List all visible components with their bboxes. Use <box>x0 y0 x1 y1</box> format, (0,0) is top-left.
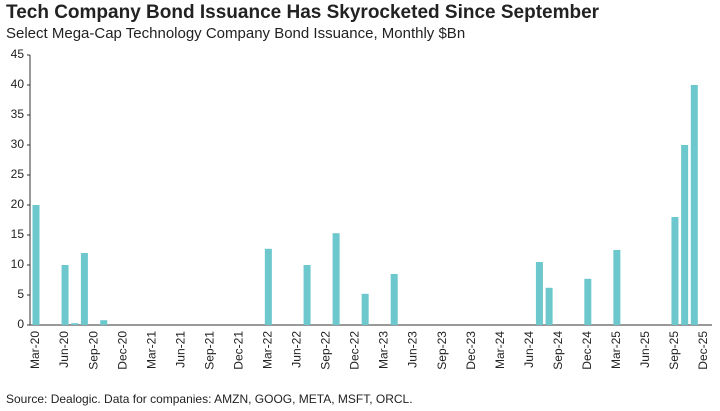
bar <box>71 323 79 325</box>
bar <box>671 217 679 325</box>
source-note: Source: Dealogic. Data for companies: AM… <box>6 392 413 406</box>
y-tick-label: 20 <box>11 197 25 211</box>
chart-subtitle: Select Mega-Cap Technology Company Bond … <box>6 25 465 42</box>
y-tick-label: 0 <box>17 317 24 331</box>
bar <box>681 145 689 325</box>
bar <box>264 248 272 325</box>
bar <box>100 320 108 325</box>
x-tick-label: Dec-20 <box>115 331 129 370</box>
bar <box>584 278 592 325</box>
y-tick-label: 10 <box>11 257 25 271</box>
x-tick-label: Sep-22 <box>319 331 333 370</box>
x-tick-label: Jun-25 <box>638 331 652 368</box>
x-tick-label: Jun-21 <box>173 331 187 368</box>
x-tick-label: Dec-21 <box>231 331 245 370</box>
x-tick-label: Sep-20 <box>86 331 100 370</box>
bar <box>32 205 40 325</box>
y-tick-label: 30 <box>11 137 25 151</box>
x-tick-label: Jun-23 <box>406 331 420 368</box>
bar <box>361 293 369 325</box>
bar <box>303 265 311 325</box>
x-tick-label: Jun-20 <box>57 331 71 368</box>
bar <box>80 253 88 325</box>
x-tick-label: Jun-24 <box>522 331 536 368</box>
y-tick-label: 25 <box>11 167 25 181</box>
x-tick-label: Mar-22 <box>261 331 275 369</box>
x-tick-label: Mar-25 <box>609 331 623 369</box>
bar <box>390 274 398 325</box>
x-tick-label: Dec-25 <box>696 331 710 370</box>
bar <box>690 85 698 325</box>
x-tick-label: Mar-20 <box>28 331 42 369</box>
x-tick-label: Dec-24 <box>580 331 594 370</box>
y-tick-label: 5 <box>17 287 24 301</box>
x-tick-label: Mar-21 <box>144 331 158 369</box>
y-tick-label: 40 <box>11 77 25 91</box>
x-tick-label: Dec-22 <box>348 331 362 370</box>
y-tick-label: 45 <box>11 47 25 61</box>
chart-title: Tech Company Bond Issuance Has Skyrocket… <box>6 2 600 23</box>
bar <box>545 287 553 325</box>
bar <box>613 250 621 325</box>
bar <box>61 265 69 325</box>
bar <box>332 233 340 325</box>
x-tick-label: Jun-22 <box>290 331 304 368</box>
bar <box>535 262 543 325</box>
x-tick-label: Mar-23 <box>377 331 391 369</box>
y-tick-label: 35 <box>11 107 25 121</box>
y-tick-label: 15 <box>11 227 25 241</box>
x-tick-label: Dec-23 <box>464 331 478 370</box>
x-tick-label: Sep-25 <box>667 331 681 370</box>
x-tick-label: Sep-24 <box>551 331 565 370</box>
x-tick-label: Sep-21 <box>202 331 216 370</box>
x-tick-label: Mar-24 <box>493 331 507 369</box>
x-tick-label: Sep-23 <box>435 331 449 370</box>
